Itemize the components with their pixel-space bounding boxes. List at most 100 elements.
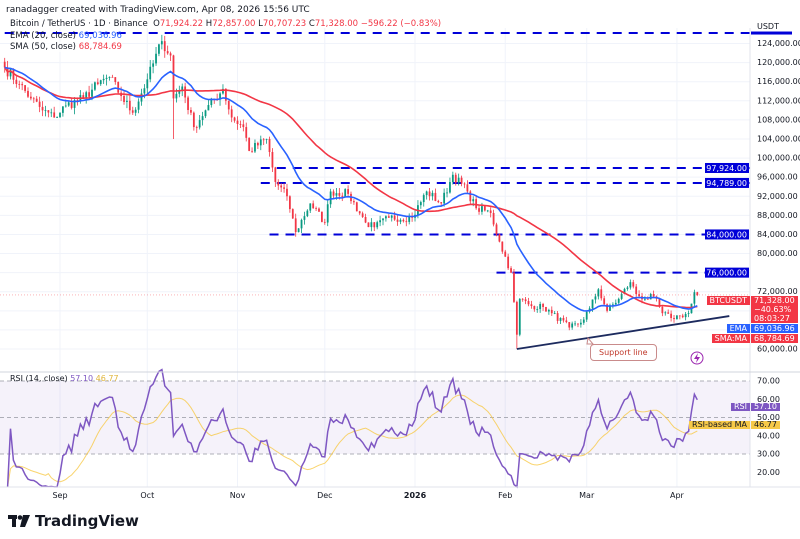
tradingview-logo-icon: [8, 515, 30, 527]
candle-body: [536, 309, 539, 310]
candle-body: [155, 53, 157, 64]
candle: [390, 214, 393, 222]
candle-body: [501, 241, 504, 252]
candle-body: [24, 85, 26, 91]
candle-body: [585, 311, 588, 320]
candle-body: [15, 79, 18, 84]
rsi-legend-value: 57.10: [70, 374, 94, 383]
candle: [15, 76, 18, 88]
candle: [24, 84, 26, 93]
price-tick-label: 124,000.00: [757, 39, 800, 48]
candle-body: [466, 184, 469, 192]
last-price-tag: 71,328.00 −40.63% 08:03:27: [751, 296, 798, 323]
currency-label[interactable]: USDT: [757, 22, 779, 31]
candle-body: [504, 251, 507, 257]
ema-20-line: [4, 66, 698, 312]
candle: [283, 183, 285, 193]
candle: [629, 279, 632, 290]
candle: [163, 35, 166, 58]
candle-body: [676, 315, 678, 320]
candle-body: [152, 63, 155, 67]
level-price-label: 94,789.00: [706, 179, 747, 188]
candle-body: [326, 204, 329, 223]
candle: [419, 200, 422, 209]
candle-body: [242, 124, 245, 128]
candle-body: [280, 185, 283, 188]
candle-body: [32, 98, 35, 100]
candle-body: [286, 188, 288, 197]
candle-body: [574, 323, 576, 325]
candle: [556, 311, 559, 324]
candle: [673, 315, 675, 323]
candle-body: [510, 268, 512, 273]
candle: [533, 305, 536, 312]
support-line-label[interactable]: Support line: [590, 344, 657, 361]
candle: [422, 193, 425, 207]
candle-body: [108, 76, 111, 78]
candle-body: [204, 110, 207, 117]
candle: [347, 185, 349, 198]
bar-countdown: 08:03:27: [754, 314, 790, 323]
candle: [251, 147, 253, 153]
candle: [606, 303, 608, 313]
candle-body: [288, 196, 291, 210]
candle-body: [664, 312, 667, 314]
candle: [47, 110, 50, 118]
candle: [62, 106, 64, 117]
sma-legend[interactable]: SMA (50, close) 68,784.69: [10, 42, 122, 52]
candle-body: [539, 304, 542, 310]
candle: [315, 206, 317, 212]
candle: [678, 315, 681, 320]
symbol-title[interactable]: Bitcoin / TetherUS · 1D · Binance: [10, 19, 148, 29]
candle: [597, 288, 600, 300]
candle: [367, 222, 370, 228]
candle-body: [306, 210, 309, 217]
candle: [489, 207, 492, 218]
candle-body: [146, 79, 149, 89]
candle: [134, 107, 137, 116]
candle-body: [277, 181, 280, 186]
candle-body: [673, 317, 675, 320]
candle: [254, 139, 256, 153]
rsi-legend[interactable]: RSI (14, close) 57.10 46.77: [10, 374, 119, 383]
candle: [687, 310, 690, 318]
candle-body: [201, 116, 204, 121]
candle: [565, 316, 568, 324]
candle-body: [309, 203, 312, 211]
candle: [434, 188, 437, 202]
support-line[interactable]: [516, 315, 730, 350]
price-axis[interactable]: 124,000.00 120,000.00 116,000.00 112,000.00…: [705, 31, 800, 477]
candle-body: [481, 206, 483, 212]
candle: [184, 82, 187, 104]
candle-body: [59, 112, 61, 118]
candle: [620, 292, 623, 301]
time-axis[interactable]: Sep Oct Nov Dec 2026 Feb Mar Apr: [52, 491, 684, 500]
candle-body: [422, 195, 425, 203]
price-tick-label: 80,000.00: [757, 249, 798, 258]
candle: [30, 92, 32, 101]
candle: [9, 68, 12, 80]
candle: [402, 218, 405, 223]
candle: [303, 211, 306, 225]
candle: [684, 311, 687, 321]
candle: [332, 189, 335, 199]
candle-body: [446, 192, 448, 194]
candle-body: [195, 127, 198, 128]
time-tick-label: Apr: [670, 491, 685, 500]
candle: [510, 266, 512, 274]
candle-body: [428, 191, 431, 197]
candle-body: [300, 219, 303, 229]
candle: [341, 192, 344, 202]
level-price-tag: [705, 267, 749, 278]
candle: [262, 137, 265, 146]
candle-body: [192, 112, 195, 128]
candle-body: [94, 82, 96, 90]
ema-legend[interactable]: EMA (20, close) 69,036.96: [10, 31, 122, 41]
tradingview-logo[interactable]: TradingView: [8, 512, 139, 530]
candle-body: [405, 221, 408, 223]
candle-body: [268, 138, 271, 153]
lightning-icon[interactable]: [690, 351, 704, 365]
support-trendline[interactable]: [516, 315, 730, 350]
candle-body: [396, 219, 399, 222]
